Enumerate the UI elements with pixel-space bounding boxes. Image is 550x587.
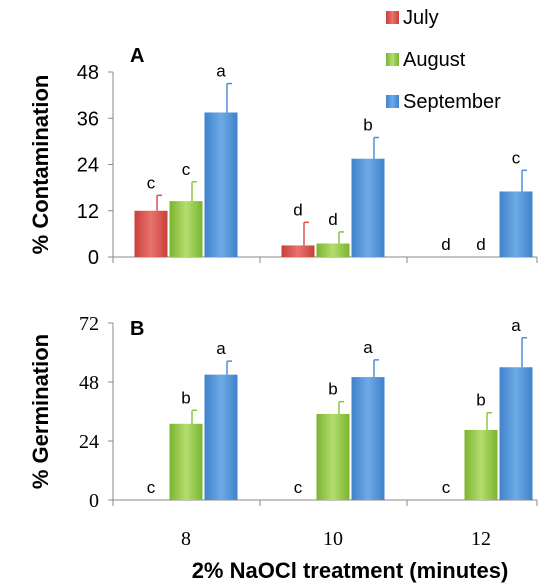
x-axis-title: 2% NaOCl treatment (minutes) bbox=[192, 558, 509, 583]
bar-august-8 bbox=[169, 201, 203, 257]
bar-august-8 bbox=[169, 423, 203, 500]
y-tick-label: 72 bbox=[79, 313, 99, 335]
x-tick-label: 10 bbox=[323, 528, 343, 550]
significance-letter: a bbox=[216, 339, 226, 358]
panel-letter: B bbox=[130, 318, 144, 340]
significance-letter: b bbox=[363, 116, 372, 135]
significance-letter: d bbox=[441, 235, 450, 254]
significance-letter: c bbox=[147, 173, 156, 192]
legend-label-august: August bbox=[403, 49, 466, 71]
significance-letter: a bbox=[363, 338, 373, 357]
significance-letter: a bbox=[511, 316, 521, 335]
legend-swatch-july bbox=[386, 11, 399, 24]
significance-letter: c bbox=[147, 478, 156, 497]
bar-september-10 bbox=[351, 377, 385, 500]
significance-letter: b bbox=[476, 391, 485, 410]
significance-letter: c bbox=[442, 478, 451, 497]
bar-september-8 bbox=[204, 374, 238, 500]
y-tick-label: 24 bbox=[77, 155, 99, 177]
y-tick-label: 24 bbox=[79, 431, 99, 453]
bar-september-10 bbox=[351, 158, 385, 257]
significance-letter: b bbox=[328, 380, 337, 399]
y-tick-label: 36 bbox=[77, 108, 99, 130]
y-tick-label: 12 bbox=[77, 201, 99, 223]
bar-july-8 bbox=[134, 210, 168, 257]
legend-label-september: September bbox=[403, 91, 501, 113]
significance-letter: d bbox=[476, 235, 485, 254]
bar-september-12 bbox=[499, 191, 533, 257]
legend-swatch-august bbox=[386, 53, 399, 66]
significance-letter: b bbox=[181, 388, 190, 407]
y-tick-label: 48 bbox=[77, 62, 99, 84]
legend: July August September bbox=[386, 7, 501, 113]
bar-september-8 bbox=[204, 112, 238, 257]
bar-august-12 bbox=[464, 429, 498, 500]
panel-b: 0 24 48 72 % Germination Bc c c b b b a a a 8 10 12 bbox=[28, 313, 538, 550]
y-tick-label: 0 bbox=[89, 490, 99, 512]
significance-letter: d bbox=[293, 200, 302, 219]
significance-letter: c bbox=[294, 478, 303, 497]
panel-a: 0 12 24 36 48 % Contamination Ac d d c d d a b c bbox=[28, 45, 538, 269]
legend-label-july: July bbox=[403, 7, 439, 29]
y-tick-label: 0 bbox=[88, 247, 99, 269]
bar-august-10 bbox=[316, 413, 350, 500]
bar-september-12 bbox=[499, 367, 533, 500]
x-tick-label: 8 bbox=[181, 528, 191, 550]
y-axis-title: % Contamination bbox=[28, 75, 53, 255]
legend-swatch-september bbox=[386, 95, 399, 108]
bar-july-10 bbox=[281, 245, 315, 257]
bar-august-10 bbox=[316, 243, 350, 257]
significance-letter: c bbox=[512, 148, 521, 167]
significance-letter: c bbox=[182, 160, 191, 179]
y-axis-title: % Germination bbox=[28, 334, 53, 489]
significance-letter: d bbox=[328, 210, 337, 229]
significance-letter: a bbox=[216, 62, 226, 81]
y-tick-label: 48 bbox=[79, 372, 99, 394]
x-tick-label: 12 bbox=[471, 528, 491, 550]
panel-letter: A bbox=[130, 45, 144, 67]
